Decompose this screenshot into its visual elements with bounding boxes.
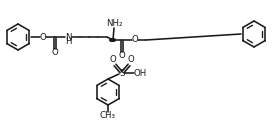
Text: O: O [128,56,134,64]
Text: CH₃: CH₃ [100,111,116,121]
Text: O: O [52,48,58,57]
Text: H: H [65,37,71,46]
Text: NH₂: NH₂ [106,19,122,29]
Text: O: O [40,32,46,42]
Text: OH: OH [133,68,147,78]
Text: O: O [110,56,116,64]
Text: O: O [132,35,138,45]
Text: S: S [119,68,125,78]
Text: N: N [65,32,71,42]
Text: O: O [119,51,125,61]
